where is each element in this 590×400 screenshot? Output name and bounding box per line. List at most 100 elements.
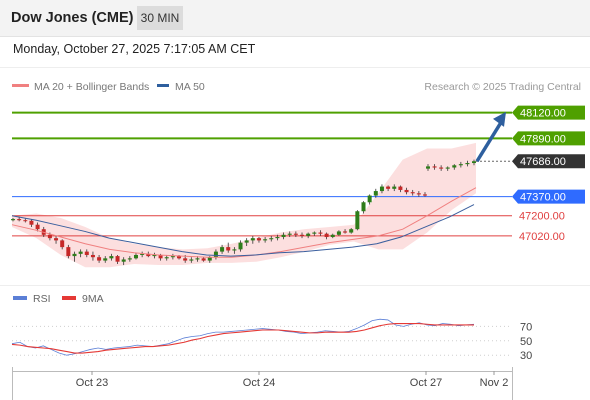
candle-body: [152, 254, 157, 257]
candle-body: [78, 251, 83, 254]
candle-body: [367, 195, 372, 203]
candle-body: [398, 186, 403, 190]
level-tag-resistance: 47890.00: [512, 131, 585, 146]
rsi-tick-label: 30: [520, 350, 532, 362]
candle-body: [336, 231, 341, 235]
candle-body: [312, 232, 317, 234]
candle-body: [140, 253, 145, 255]
candle-body: [201, 258, 206, 261]
candle-body: [72, 253, 77, 257]
candle-body: [379, 186, 384, 192]
candle-body: [103, 258, 108, 261]
candle-body: [410, 192, 415, 194]
credit-label: Research © 2025 Trading Central: [424, 81, 581, 93]
candle-body: [244, 240, 249, 243]
interval-badge[interactable]: 30 MIN: [137, 6, 183, 30]
candle-body: [416, 193, 421, 195]
rsi-legend-swatch: [13, 296, 27, 300]
candle-body: [170, 256, 175, 258]
candle-body: [195, 258, 200, 260]
candle-body: [189, 259, 194, 261]
candle-body: [66, 247, 71, 257]
level-label-resistance: 47890.00: [520, 133, 566, 145]
ma9-legend-label: 9MA: [82, 293, 104, 305]
candle-body: [318, 232, 323, 234]
candle-body: [54, 238, 59, 241]
rsi-tick-label: 70: [520, 321, 532, 333]
candle-body: [275, 237, 280, 239]
candle-body: [250, 238, 255, 241]
candle-body: [349, 229, 354, 233]
candle-body: [445, 167, 450, 169]
x-tick-label: Nov 2: [480, 377, 509, 389]
candle-body: [293, 233, 298, 235]
candle-body: [281, 234, 286, 238]
level-tag-bg: [512, 105, 585, 120]
candle-body: [306, 233, 311, 236]
forecast-arrowhead: [493, 111, 506, 127]
candle-body: [472, 161, 476, 164]
candle-body: [404, 189, 409, 193]
candle-body: [23, 220, 28, 222]
candle-body: [220, 247, 225, 252]
x-tick-label: Oct 24: [243, 377, 275, 389]
rsi-legend-label: RSI: [33, 293, 51, 305]
candle-body: [392, 186, 397, 189]
candle-body: [465, 163, 470, 165]
candle-body: [269, 238, 274, 240]
candle-body: [373, 191, 378, 196]
ma20-legend-label: MA 20 + Bollinger Bands: [34, 81, 149, 93]
candle-body: [90, 254, 95, 258]
candle-body: [256, 238, 261, 241]
timestamp: Monday, October 27, 2025 7:17:05 AM CET: [13, 42, 256, 56]
ma50-legend-label: MA 50: [175, 81, 205, 93]
candle-body: [458, 164, 463, 166]
candle-body: [213, 251, 218, 258]
level-label-last: 47686.00: [520, 156, 566, 168]
candle-body: [361, 202, 366, 212]
candle-body: [452, 165, 457, 168]
x-tick-label: Oct 23: [76, 377, 108, 389]
candle-body: [158, 254, 163, 259]
bollinger-band: [12, 142, 476, 268]
ma20-line: [11, 187, 477, 258]
candle-body: [207, 257, 212, 261]
forecast-arrow: [475, 119, 504, 163]
candle-body: [84, 251, 89, 255]
ma20-legend-swatch: [12, 84, 29, 87]
level-label-support: 47020.00: [519, 231, 565, 243]
level-tag-resistance: 48120.00: [512, 105, 585, 120]
candle-body: [29, 220, 34, 225]
candle-body: [238, 242, 243, 250]
ma9-line: [11, 322, 474, 354]
ma50-legend-swatch: [157, 84, 169, 87]
level-tag-bg: [512, 189, 585, 204]
candle-body: [164, 257, 169, 259]
rsi-tick-label: 50: [520, 336, 532, 348]
candle-body: [183, 258, 188, 261]
candle-body: [330, 234, 335, 238]
candle-body: [115, 256, 120, 262]
candle-body: [287, 233, 292, 235]
candle-body: [97, 257, 102, 261]
candle-body: [300, 234, 305, 236]
candle-body: [60, 240, 65, 248]
candle-body: [426, 166, 430, 169]
rsi-line: [11, 318, 475, 356]
candle-body: [47, 234, 52, 239]
x-tick-label: Oct 27: [410, 377, 442, 389]
level-tag-bg: [512, 154, 585, 169]
candle-body: [263, 239, 268, 241]
level-tag-bg: [512, 131, 585, 146]
ma50-line: [11, 204, 475, 257]
candle-body: [177, 256, 182, 259]
candle-body: [355, 211, 360, 230]
candle-body: [121, 259, 126, 262]
candle-body: [386, 186, 391, 189]
chart-header: Dow Jones (CME) 30 MIN: [0, 0, 590, 36]
level-tag-last: 47686.00: [512, 154, 585, 169]
level-label-resistance: 48120.00: [520, 108, 566, 120]
candle-body: [343, 231, 348, 233]
candle-body: [133, 254, 138, 259]
